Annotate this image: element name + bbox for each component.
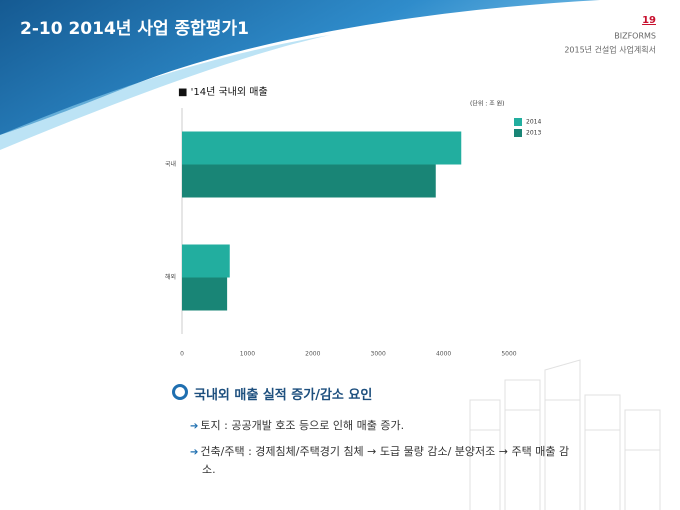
chart-title: ■ '14년 국내외 매출 (178, 86, 268, 98)
y-tick-label: 국내 (165, 160, 176, 168)
y-tick-label: 해외 (165, 273, 176, 281)
header-band (0, 0, 600, 135)
bullet-item: 건축/주택 : 경제침체/주택경기 침체 → 도급 물량 감소/ 분양저조 → … (190, 443, 572, 478)
bar (182, 244, 230, 278)
x-tick-label: 1000 (240, 351, 255, 358)
x-tick-label: 5000 (501, 351, 516, 358)
legend-label: 2013 (526, 130, 541, 137)
legend-swatch (514, 129, 522, 137)
x-tick-label: 2000 (305, 351, 320, 358)
document-subtitle: 2015년 건설업 사업계획서 (564, 45, 656, 55)
legend-label: 2014 (526, 119, 541, 126)
bar (182, 277, 228, 311)
bullet-item: 토지 : 공공개발 호조 등으로 인해 매출 증가. (190, 417, 572, 435)
x-tick-label: 4000 (436, 351, 451, 358)
legend-swatch (514, 118, 522, 126)
x-tick-label: 0 (180, 351, 184, 358)
bar (182, 131, 462, 165)
page-number: 19 (642, 15, 656, 26)
slide-title: 2-10 2014년 사업 종합평가1 (20, 18, 249, 39)
section-heading: 국내외 매출 실적 증가/감소 요인 (194, 388, 373, 403)
section-icon (172, 384, 188, 400)
factor-section: 국내외 매출 실적 증가/감소 요인 토지 : 공공개발 호조 등으로 인해 매… (172, 384, 572, 486)
brand: BIZFORMS (614, 32, 656, 41)
bar (182, 164, 436, 198)
x-tick-label: 3000 (371, 351, 386, 358)
unit-label: (단위 : 조 원) (470, 100, 505, 108)
